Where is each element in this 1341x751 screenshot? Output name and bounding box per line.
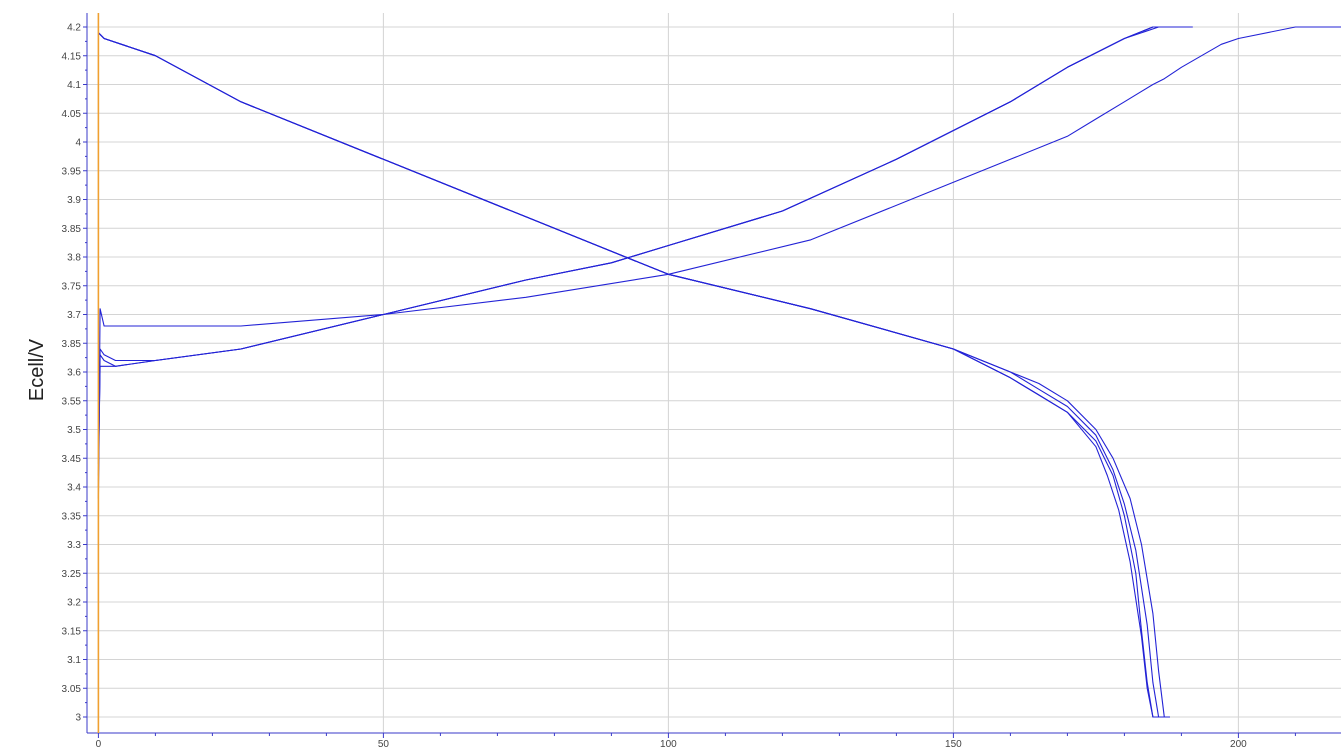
y-tick-label: 3.15 [62, 626, 82, 637]
plot-area [87, 13, 1341, 733]
y-tick-label: 3.1 [67, 655, 81, 666]
y-tick-label: 4 [75, 138, 81, 149]
y-tick-label: 4.05 [62, 109, 82, 120]
grid [87, 13, 1341, 733]
y-tick-label: 3.85 [62, 339, 82, 350]
x-tick-label: 50 [378, 739, 390, 750]
x-tick-labels: 0 50 100 150 200 [96, 739, 1248, 750]
y-tick-label: 3.2 [67, 598, 81, 609]
y-tick-label: 3.75 [62, 281, 82, 292]
y-tick-label: 3.7 [67, 310, 81, 321]
y-tick-label: 3.45 [62, 454, 82, 465]
y-tick-label: 3.95 [62, 166, 82, 177]
y-tick-label: 3.35 [62, 511, 82, 522]
y-tick-label: 3.9 [67, 195, 81, 206]
y-tick-label: 3.05 [62, 684, 82, 695]
y-tick-label: 3.3 [67, 540, 81, 551]
y-tick-label: 4.1 [67, 80, 81, 91]
y-axis-label: Ecell/V [26, 338, 48, 401]
y-tick-label: 4.2 [67, 23, 81, 34]
y-tick-label: 3.4 [67, 483, 81, 494]
y-tick-label: 3.6 [67, 368, 81, 379]
series-line-1 [97, 26, 1341, 488]
y-tick-label: 3.5 [67, 425, 81, 436]
x-tick-label: 0 [96, 739, 102, 750]
x-tick-label: 100 [660, 739, 677, 750]
y-tick-label: 3 [75, 713, 81, 724]
y-tick-label: 3.55 [62, 396, 82, 407]
series-line-8 [98, 32, 1159, 718]
y-tick-label: 4.15 [62, 51, 82, 62]
y-tick-label: 3.25 [62, 569, 82, 580]
series-line-4 [97, 26, 1182, 465]
x-tick-label: 200 [1230, 739, 1247, 750]
axes [83, 13, 1341, 738]
series-group [97, 26, 1341, 718]
y-tick-labels: 4.2 4.15 4.1 4.05 4 3.95 3.9 3.85 3.8 3.75 3.7 3.85… [62, 23, 82, 724]
y-tick-label: 3.85 [62, 224, 82, 235]
y-tick-label: 3.8 [67, 253, 81, 264]
x-tick-label: 150 [945, 739, 962, 750]
